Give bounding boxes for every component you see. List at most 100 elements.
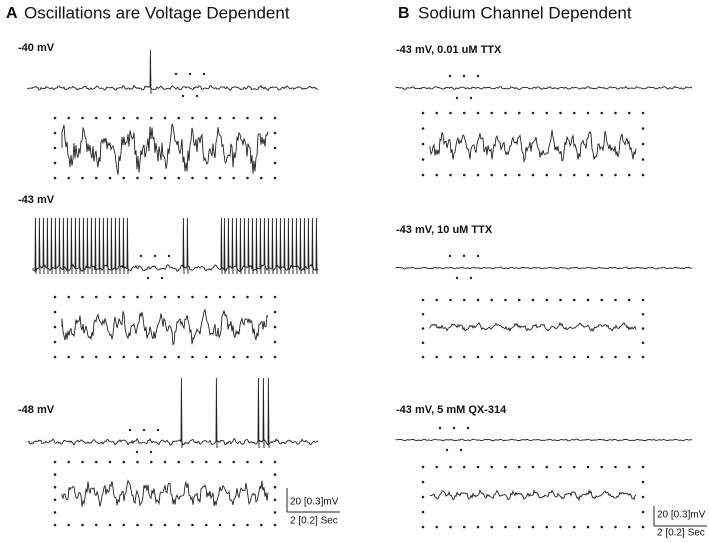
dot	[146, 276, 150, 280]
scale-label: 2 [0.2] Sec	[290, 516, 338, 527]
dot	[517, 298, 521, 302]
dot	[218, 116, 222, 120]
dot	[181, 94, 185, 98]
dot	[572, 298, 576, 302]
dot	[449, 465, 452, 469]
dot	[191, 460, 194, 464]
trace-label: -40 mV	[18, 42, 55, 54]
dot	[149, 460, 153, 464]
dot	[202, 72, 206, 76]
dot	[191, 176, 194, 180]
dot	[122, 355, 126, 359]
dot	[149, 295, 153, 299]
dot	[476, 173, 480, 177]
dot	[191, 355, 194, 359]
dot	[167, 254, 171, 258]
dot	[600, 298, 604, 302]
dot	[259, 176, 263, 180]
scale-label: 20 [0.3]mV	[657, 510, 706, 521]
dot	[614, 111, 617, 115]
dot	[559, 465, 562, 469]
dot	[586, 298, 590, 302]
trace	[32, 217, 319, 275]
dot	[53, 325, 57, 329]
dot	[53, 310, 57, 314]
dot	[53, 523, 57, 527]
dot	[136, 176, 139, 180]
dot	[421, 298, 425, 302]
scale-label: 2 [0.2] Sec	[657, 528, 705, 539]
dot	[232, 523, 236, 527]
dot	[490, 525, 494, 529]
dot	[108, 295, 112, 299]
dot	[135, 450, 139, 454]
dot	[53, 295, 57, 299]
dot	[94, 460, 98, 464]
dot	[108, 460, 112, 464]
dot	[627, 173, 631, 177]
dot	[435, 465, 439, 469]
scale-label: 20 [0.3]mV	[290, 497, 339, 508]
dot	[469, 96, 473, 100]
dot	[218, 460, 222, 464]
dot	[462, 74, 466, 78]
dot	[122, 176, 126, 180]
dot	[53, 116, 57, 120]
dot	[177, 176, 181, 180]
dot	[531, 111, 535, 115]
dot	[273, 460, 277, 464]
dot	[462, 173, 466, 177]
dot	[517, 355, 521, 359]
trace	[429, 321, 637, 333]
dot	[273, 161, 277, 165]
dot	[188, 72, 192, 76]
dot	[204, 116, 208, 120]
dot	[163, 523, 167, 527]
dot	[559, 173, 562, 177]
dot	[421, 525, 425, 529]
dot	[259, 116, 263, 120]
dot	[641, 465, 645, 469]
dot	[232, 460, 236, 464]
dot	[273, 131, 277, 135]
dot	[94, 523, 98, 527]
dot	[476, 298, 480, 302]
dot	[273, 511, 277, 514]
dot	[246, 176, 249, 180]
dot	[641, 341, 645, 345]
dot	[504, 111, 507, 115]
dot	[627, 355, 631, 359]
dot	[67, 523, 71, 527]
dot	[504, 525, 507, 529]
dot	[504, 173, 507, 177]
dot	[421, 327, 425, 330]
dot	[246, 116, 249, 120]
dot	[246, 295, 249, 299]
dot	[421, 480, 425, 484]
dot	[232, 176, 236, 180]
dot	[572, 355, 576, 359]
dot	[67, 295, 71, 299]
dot	[246, 460, 249, 464]
dot	[476, 525, 480, 529]
dot	[466, 426, 470, 430]
dot	[449, 355, 452, 359]
dot	[177, 523, 181, 527]
dot	[641, 173, 645, 177]
panel-title: Oscillations are Voltage Dependent	[24, 3, 290, 22]
dot	[586, 173, 590, 177]
dot	[136, 523, 139, 527]
dot	[600, 525, 604, 529]
dot	[204, 523, 208, 527]
dot	[218, 355, 222, 359]
dot	[490, 355, 494, 359]
dot	[476, 465, 480, 469]
dot	[259, 523, 263, 527]
dot	[586, 465, 590, 469]
dot	[641, 111, 645, 115]
dot	[600, 355, 604, 359]
dot	[67, 460, 71, 464]
dot	[559, 298, 562, 302]
dot	[614, 173, 617, 177]
dot	[572, 111, 576, 115]
